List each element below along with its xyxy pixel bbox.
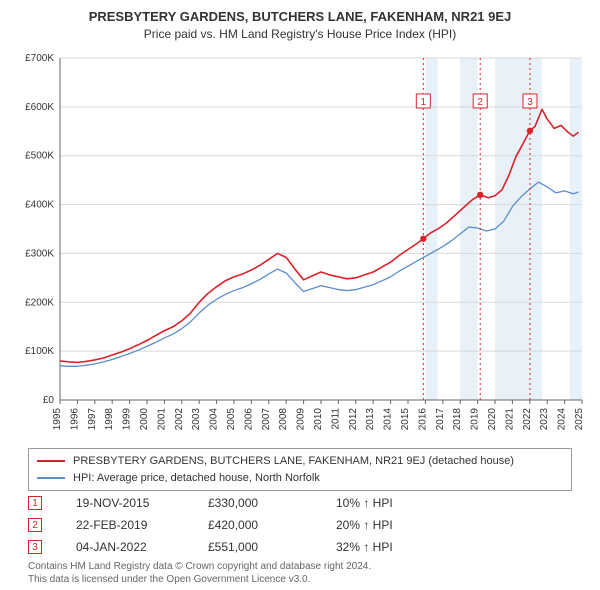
- legend-swatch: [37, 477, 65, 479]
- event-pct: 10% ↑ HPI: [336, 496, 446, 510]
- svg-text:2006: 2006: [243, 408, 254, 431]
- svg-text:£400K: £400K: [25, 200, 54, 211]
- events-table: 1 19-NOV-2015 £330,000 10% ↑ HPI 2 22-FE…: [28, 492, 572, 558]
- svg-text:2010: 2010: [313, 408, 324, 431]
- event-price: £551,000: [208, 540, 318, 554]
- svg-text:2000: 2000: [139, 408, 150, 431]
- svg-text:2014: 2014: [383, 408, 394, 431]
- table-row: 2 22-FEB-2019 £420,000 20% ↑ HPI: [28, 514, 572, 536]
- svg-text:1995: 1995: [52, 408, 63, 431]
- svg-text:2008: 2008: [278, 408, 289, 431]
- svg-text:2001: 2001: [156, 408, 167, 431]
- svg-text:£200K: £200K: [25, 297, 54, 308]
- svg-text:2018: 2018: [452, 408, 463, 431]
- svg-text:1: 1: [421, 97, 427, 108]
- svg-text:£700K: £700K: [25, 53, 54, 64]
- event-price: £420,000: [208, 518, 318, 532]
- legend-swatch: [37, 460, 65, 462]
- event-marker-icon: 1: [28, 496, 42, 510]
- legend-item: PRESBYTERY GARDENS, BUTCHERS LANE, FAKEN…: [37, 453, 563, 470]
- svg-text:2019: 2019: [470, 408, 481, 431]
- legend-label: HPI: Average price, detached house, Nort…: [73, 470, 320, 487]
- svg-text:2017: 2017: [435, 408, 446, 431]
- svg-text:£500K: £500K: [25, 151, 54, 162]
- svg-text:2016: 2016: [417, 408, 428, 431]
- table-row: 1 19-NOV-2015 £330,000 10% ↑ HPI: [28, 492, 572, 514]
- svg-text:2003: 2003: [191, 408, 202, 431]
- svg-text:1997: 1997: [87, 408, 98, 431]
- svg-text:2011: 2011: [330, 408, 341, 430]
- event-pct: 20% ↑ HPI: [336, 518, 446, 532]
- svg-text:1998: 1998: [104, 408, 115, 431]
- svg-text:2012: 2012: [348, 408, 359, 431]
- svg-text:£600K: £600K: [25, 102, 54, 113]
- footer-line: Contains HM Land Registry data © Crown c…: [28, 560, 572, 573]
- event-price: £330,000: [208, 496, 318, 510]
- legend-item: HPI: Average price, detached house, Nort…: [37, 470, 563, 487]
- event-date: 19-NOV-2015: [60, 496, 190, 510]
- svg-text:2015: 2015: [400, 408, 411, 431]
- svg-text:2004: 2004: [209, 408, 220, 431]
- svg-text:2007: 2007: [261, 408, 272, 431]
- svg-text:2020: 2020: [487, 408, 498, 431]
- title-main: PRESBYTERY GARDENS, BUTCHERS LANE, FAKEN…: [0, 8, 600, 26]
- legend: PRESBYTERY GARDENS, BUTCHERS LANE, FAKEN…: [28, 448, 572, 491]
- svg-text:1996: 1996: [69, 408, 80, 431]
- svg-text:2013: 2013: [365, 408, 376, 431]
- svg-text:2022: 2022: [522, 408, 533, 431]
- svg-text:£0: £0: [43, 395, 55, 406]
- svg-text:£100K: £100K: [25, 346, 54, 357]
- svg-text:2021: 2021: [504, 408, 515, 431]
- svg-text:3: 3: [527, 97, 533, 108]
- event-marker-icon: 2: [28, 518, 42, 532]
- table-row: 3 04-JAN-2022 £551,000 32% ↑ HPI: [28, 536, 572, 558]
- svg-text:£300K: £300K: [25, 248, 54, 259]
- svg-text:2023: 2023: [539, 408, 550, 431]
- svg-text:2025: 2025: [574, 408, 585, 431]
- event-marker-icon: 3: [28, 540, 42, 554]
- event-date: 04-JAN-2022: [60, 540, 190, 554]
- svg-text:2024: 2024: [557, 408, 568, 431]
- title-sub: Price paid vs. HM Land Registry's House …: [0, 26, 600, 43]
- legend-label: PRESBYTERY GARDENS, BUTCHERS LANE, FAKEN…: [73, 453, 514, 470]
- svg-text:2002: 2002: [174, 408, 185, 431]
- svg-text:2: 2: [477, 97, 483, 108]
- price-chart: £0 £100K £200K £300K £400K £500K £600K £700K 199…: [10, 50, 590, 440]
- footer: Contains HM Land Registry data © Crown c…: [28, 560, 572, 586]
- svg-text:2009: 2009: [296, 408, 307, 431]
- event-pct: 32% ↑ HPI: [336, 540, 446, 554]
- svg-text:2005: 2005: [226, 408, 237, 431]
- svg-text:1999: 1999: [122, 408, 133, 431]
- footer-line: This data is licensed under the Open Gov…: [28, 573, 572, 586]
- event-date: 22-FEB-2019: [60, 518, 190, 532]
- title-block: PRESBYTERY GARDENS, BUTCHERS LANE, FAKEN…: [0, 0, 600, 43]
